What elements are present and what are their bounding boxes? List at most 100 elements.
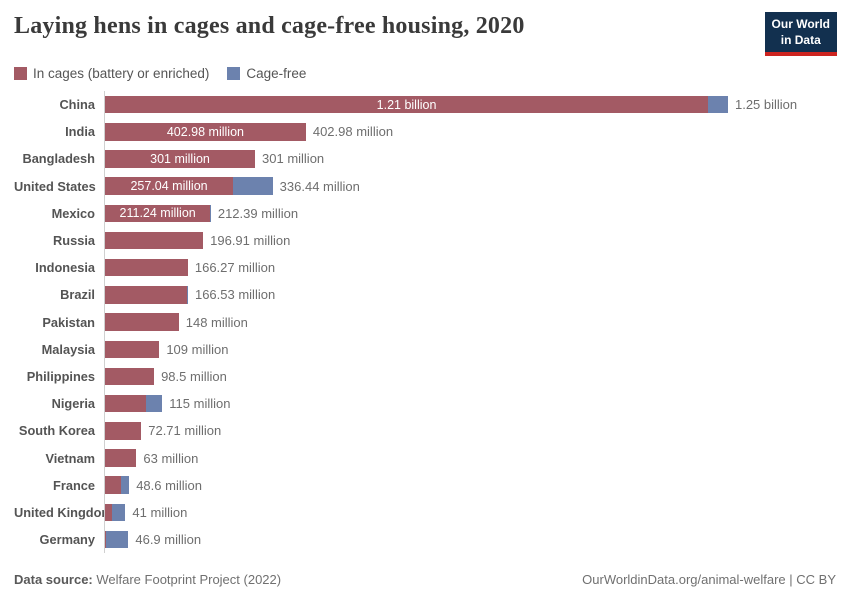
country-label[interactable]: South Korea (18, 423, 95, 439)
country-label[interactable]: Vietnam (45, 450, 95, 466)
country-label[interactable]: United Kingdom (14, 504, 113, 520)
bar-total-label: 1.25 billion (734, 97, 798, 113)
country-label[interactable]: Bangladesh (22, 151, 95, 167)
bar-area: 72.71 million (104, 417, 844, 445)
bar-area: 109 million (104, 335, 844, 363)
bar-segment-cages[interactable] (105, 449, 137, 467)
bar-segment-cages[interactable] (105, 286, 187, 304)
owid-logo[interactable]: Our World in Data (764, 12, 837, 57)
bar-area: 402.98 million 402.98 million (104, 118, 844, 146)
bar-inner-label (105, 368, 154, 386)
bar-segment-cages[interactable] (105, 367, 155, 386)
country-label[interactable]: Russia (53, 233, 95, 249)
chart-row: Bangladesh 301 million 301 million (14, 145, 844, 173)
bar-segment-cagefree[interactable] (708, 95, 728, 114)
bar-inner-label (105, 449, 136, 467)
bar-segment-cagefree[interactable] (210, 204, 211, 223)
bar-segment-cagefree[interactable] (105, 530, 129, 549)
bar-segment-cages[interactable]: 402.98 million (105, 123, 306, 141)
owid-logo-line1: Our World (771, 17, 830, 31)
bar-total-label: 109 million (166, 341, 229, 357)
bar-chart: China 1.21 billion 1.25 billion India 40… (14, 91, 844, 554)
bar-segment-cages[interactable] (105, 530, 106, 549)
bar-segment-cages[interactable] (105, 476, 122, 494)
chart-row: United States 257.04 million 336.44 mill… (14, 172, 844, 200)
bar-segment-cages[interactable] (105, 313, 179, 331)
bar-segment-cagefree[interactable] (186, 286, 188, 304)
country-label[interactable]: Mexico (51, 205, 95, 221)
cagefree-swatch-icon (227, 67, 241, 80)
country-label[interactable]: Nigeria (51, 396, 95, 412)
bar-inner-label (105, 341, 159, 359)
legend-item-cagefree[interactable]: Cage-free (227, 66, 306, 81)
bar-inner-label (105, 232, 203, 250)
bar-total-label: 402.98 million (312, 124, 394, 140)
legend: In cages (battery or enriched) Cage-free (14, 66, 306, 81)
bar-segment-cagefree[interactable] (233, 177, 273, 195)
chart-row: United Kingdom 41 million (14, 498, 844, 526)
bar-total-label: 212.39 million (217, 205, 299, 221)
bar-total-label: 148 million (185, 314, 248, 330)
bar-segment-cages[interactable]: 211.24 million (105, 204, 211, 223)
country-label[interactable]: India (65, 124, 95, 140)
bar-segment-cages[interactable] (105, 231, 204, 250)
bar-segment-cages[interactable] (105, 340, 160, 359)
country-label[interactable]: France (53, 477, 95, 493)
legend-label-cagefree: Cage-free (246, 66, 307, 81)
chart-row: South Korea 72.71 million (14, 417, 844, 445)
footer: Data source: Welfare Footprint Project (… (14, 572, 836, 587)
bar-area: 166.53 million (104, 281, 844, 309)
data-source-note: Data source: Welfare Footprint Project (… (14, 572, 281, 587)
country-label[interactable]: Malaysia (41, 341, 95, 357)
bar-total-label: 72.71 million (148, 423, 222, 439)
bar-area: 301 million 301 million (104, 145, 844, 173)
bar-inner-label: 1.21 billion (376, 97, 437, 112)
cages-swatch-icon (14, 67, 27, 80)
bar-area: 257.04 million 336.44 million (104, 172, 844, 200)
bar-total-label: 196.91 million (210, 233, 291, 249)
chart-row: Nigeria 115 million (14, 390, 844, 418)
bar-inner-label (105, 395, 146, 413)
bar-total-label: 166.27 million (194, 260, 276, 276)
bar-segment-cages[interactable]: 1.21 billion (105, 95, 709, 114)
bar-segment-cages[interactable]: 301 million (105, 150, 256, 168)
bar-total-label: 41 million (132, 504, 188, 520)
bar-segment-cages[interactable] (105, 503, 113, 522)
bar-area: 41 million (104, 498, 844, 526)
bar-total-label: 46.9 million (135, 532, 202, 548)
chart-row: Vietnam 63 million (14, 444, 844, 472)
country-label[interactable]: Pakistan (42, 314, 95, 330)
bar-inner-label (105, 259, 188, 277)
country-label[interactable]: Brazil (60, 287, 95, 303)
chart-row: Indonesia 166.27 million (14, 254, 844, 282)
country-label[interactable]: China (59, 97, 95, 113)
bar-area: 211.24 million 212.39 million (104, 199, 844, 227)
bar-segment-cagefree[interactable] (112, 503, 126, 522)
bar-area: 115 million (104, 390, 844, 418)
bar-total-label: 63 million (143, 450, 199, 466)
bar-segment-cagefree[interactable] (145, 394, 163, 413)
bar-total-label: 115 million (169, 396, 231, 412)
country-label[interactable]: Germany (39, 532, 95, 548)
bar-inner-label: 211.24 million (119, 206, 196, 221)
bar-segment-cages[interactable] (105, 394, 146, 413)
bar-inner-label: 301 million (150, 151, 210, 166)
bar-segment-cagefree[interactable] (121, 476, 130, 494)
chart-row: Brazil 166.53 million (14, 281, 844, 309)
legend-item-cages[interactable]: In cages (battery or enriched) (14, 66, 209, 81)
bar-inner-label (105, 504, 112, 522)
bar-total-label: 48.6 million (136, 477, 202, 493)
bar-total-label: 336.44 million (279, 178, 360, 194)
country-label[interactable]: Philippines (26, 368, 95, 384)
bar-total-label: 301 million (262, 151, 325, 167)
bar-segment-cages[interactable] (105, 258, 188, 277)
bar-segment-cages[interactable] (105, 422, 142, 440)
bar-inner-label: 257.04 million (130, 179, 208, 194)
bar-area: 148 million (104, 308, 844, 336)
credit-link[interactable]: OurWorldinData.org/animal-welfare | CC B… (582, 572, 836, 587)
data-source-label: Data source: (14, 572, 93, 587)
data-source-value: Welfare Footprint Project (2022) (92, 572, 282, 587)
bar-segment-cages[interactable]: 257.04 million (105, 177, 234, 195)
country-label[interactable]: Indonesia (35, 260, 95, 276)
country-label[interactable]: United States (14, 178, 96, 194)
